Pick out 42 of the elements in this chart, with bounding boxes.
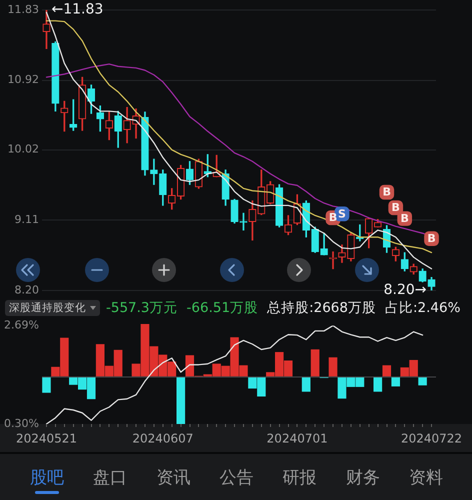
bar xyxy=(391,377,400,386)
bar xyxy=(418,377,427,386)
y-tick-label: 0.30% xyxy=(4,416,39,430)
y-tick-label: 9.11 xyxy=(14,212,39,226)
text: 研报 xyxy=(282,468,317,488)
text: 盘口 xyxy=(93,468,128,488)
candlestick xyxy=(150,158,158,185)
bar xyxy=(374,377,382,392)
y-tick-label: 10.92 xyxy=(8,73,39,86)
chart-title: 深股通持股变化 xyxy=(9,301,86,315)
y-tick-label: 2.69% xyxy=(4,318,39,332)
annotation: 8.20→ xyxy=(384,282,427,298)
annotation: ←11.83 xyxy=(51,2,104,18)
y-tick-label: 8.20 xyxy=(14,283,39,296)
text: -66.51万股 xyxy=(186,300,258,316)
bar xyxy=(176,377,186,424)
x-tick-label: 20240521 xyxy=(16,431,78,446)
text: 总持股:2668万股 xyxy=(267,300,376,316)
text: 资讯 xyxy=(156,468,190,488)
series-label: B xyxy=(382,186,391,199)
text: 资料 xyxy=(409,468,443,488)
bar xyxy=(310,349,320,376)
x-tick-label: 20240722 xyxy=(400,431,462,446)
text: B xyxy=(400,212,409,225)
y-tick-label: 10.02 xyxy=(8,142,39,156)
x-tick-label: 20240701 xyxy=(266,431,328,446)
text: -557.3万元 xyxy=(106,300,178,316)
bar xyxy=(42,377,51,393)
bar xyxy=(302,377,310,392)
text: 占比:2.46% xyxy=(384,300,460,316)
candlestick xyxy=(240,212,248,230)
bar xyxy=(328,357,338,376)
text: B xyxy=(328,211,338,224)
text: B xyxy=(427,232,436,246)
text: 财务 xyxy=(346,468,380,488)
bar xyxy=(382,365,392,376)
text: 公告 xyxy=(220,468,254,488)
text: B xyxy=(392,201,400,214)
y-tick-label: 11.83 xyxy=(8,2,39,16)
series-label: S xyxy=(338,207,346,220)
text: 股吧 xyxy=(30,468,64,488)
x-tick-label: 20240607 xyxy=(132,431,194,446)
